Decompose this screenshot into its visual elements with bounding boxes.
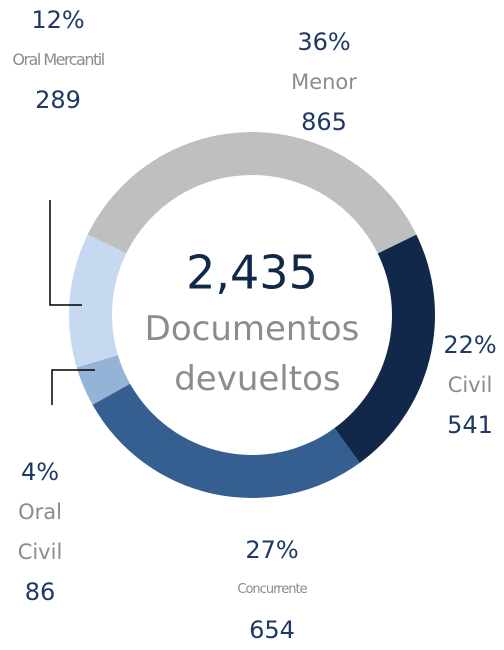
center-value: 2,435 — [186, 246, 318, 300]
center-text: Documentos devueltos — [145, 309, 360, 399]
value-label: 654 — [249, 616, 295, 644]
value-label: 86 — [24, 578, 56, 606]
percent-label: 27% — [245, 536, 299, 564]
slice-label: 4% Oral Civil 86 — [5, 452, 75, 612]
donut-slice — [334, 234, 436, 463]
center-text-line: devueltos — [163, 359, 340, 399]
slice-label: 12% Oral Mercantil 289 — [8, 0, 108, 120]
percent-label: 12% — [31, 6, 85, 34]
percent-label: 36% — [297, 28, 351, 56]
slice-label: 22% Civil 541 — [435, 325, 504, 445]
category-label: Oral Civil — [17, 500, 63, 564]
slice-label: 27% Concurrente 654 — [212, 530, 332, 650]
donut-slice — [68, 234, 127, 368]
donut — [68, 131, 436, 499]
percent-label: 22% — [443, 331, 497, 359]
donut-slice — [92, 383, 360, 499]
leader-line — [51, 369, 95, 405]
category-label: Civil — [447, 373, 493, 397]
category-label: Oral Mercantil — [12, 50, 105, 69]
leader-line — [49, 200, 82, 306]
percent-label: 4% — [20, 458, 60, 486]
donut-slice — [76, 355, 131, 405]
slice-label: 36% Menor 865 — [254, 22, 394, 142]
donut-slice — [87, 131, 417, 254]
category-label: Concurrente — [237, 582, 307, 597]
category-label: Menor — [291, 70, 357, 94]
value-label: 289 — [35, 86, 81, 114]
value-label: 865 — [301, 108, 347, 136]
value-label: 541 — [447, 411, 493, 439]
center-text-line: Documentos — [145, 309, 360, 349]
